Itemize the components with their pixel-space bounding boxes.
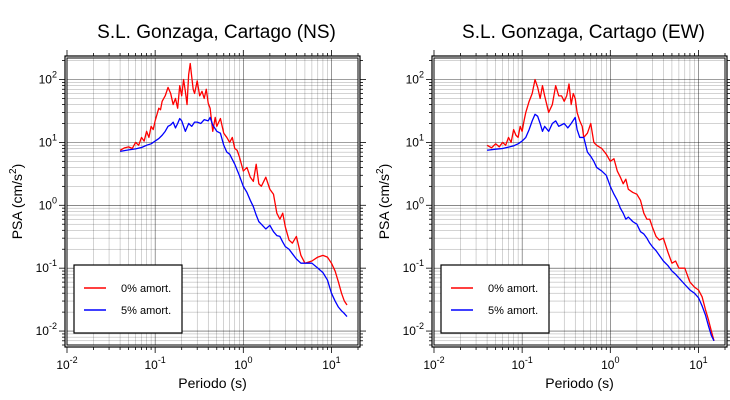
plot-frame <box>66 57 359 346</box>
chart-title: S.L. Gonzaga, Cartago (EW) <box>462 22 705 43</box>
y-tick-exp: 1 <box>52 132 57 142</box>
y-axis-label-tail: ) <box>376 164 392 169</box>
x-tick-label: 10-2 <box>423 355 444 372</box>
x-tick-exp: -1 <box>525 355 533 365</box>
y-axis-label: PSA (cm/s2) <box>375 164 392 240</box>
y-axis-label-main: PSA (cm/s <box>376 174 392 239</box>
y-tick-label: 102 <box>406 70 424 87</box>
y-tick-base: 10 <box>39 73 53 87</box>
legend-label-0: 0% amort. <box>488 283 538 295</box>
y-tick-base: 10 <box>403 261 417 275</box>
x-tick-exp: 0 <box>614 355 619 365</box>
y-tick-base: 10 <box>39 198 53 212</box>
x-tick-exp: -2 <box>70 355 78 365</box>
legend: 0% amort. 5% amort. <box>73 264 183 334</box>
x-tick-exp: -2 <box>437 355 445 365</box>
x-tick-exp: 1 <box>703 355 708 365</box>
x-tick-base: 10 <box>423 358 437 372</box>
series-line-1 <box>486 113 715 342</box>
y-tick-exp: 0 <box>419 195 424 205</box>
x-tick-label: 10-1 <box>144 355 165 372</box>
y-tick-base: 10 <box>36 324 50 338</box>
y-tick-base: 10 <box>36 261 50 275</box>
x-tick-label: 101 <box>322 355 340 372</box>
grid <box>66 58 359 346</box>
y-tick-exp: 2 <box>52 70 57 80</box>
y-tick-exp: -1 <box>416 258 424 268</box>
x-tick-label: 10-2 <box>56 355 77 372</box>
y-axis-label-sup: 2 <box>8 168 19 174</box>
y-axis-label-sup: 2 <box>375 168 386 174</box>
y-tick-base: 10 <box>406 73 420 87</box>
x-tick-base: 10 <box>56 358 70 372</box>
plot-frame <box>433 57 726 346</box>
y-tick-label: 101 <box>39 132 57 149</box>
x-tick-label: 101 <box>689 355 707 372</box>
x-tick-exp: 1 <box>336 355 341 365</box>
y-axis-label-main: PSA (cm/s <box>9 174 25 239</box>
legend-box <box>440 264 550 334</box>
x-tick-base: 10 <box>601 358 615 372</box>
y-tick-exp: -2 <box>49 321 57 331</box>
series-line-1 <box>119 116 348 317</box>
chart-title: S.L. Gonzaga, Cartago (NS) <box>97 22 336 43</box>
y-tick-label: 102 <box>39 70 57 87</box>
x-axis-label: Periodo (s) <box>178 375 246 391</box>
x-axis-label: Periodo (s) <box>545 375 613 391</box>
y-tick-label: 100 <box>39 195 57 212</box>
legend-label-1: 5% amort. <box>121 305 171 317</box>
y-tick-label: 10-1 <box>403 258 424 275</box>
legend-label-0: 0% amort. <box>121 283 171 295</box>
x-tick-exp: -1 <box>158 355 166 365</box>
y-tick-base: 10 <box>39 135 53 149</box>
x-tick-base: 10 <box>511 358 525 372</box>
y-tick-exp: 0 <box>52 195 57 205</box>
x-tick-exp: 0 <box>247 355 252 365</box>
y-tick-base: 10 <box>406 198 420 212</box>
x-tick-label: 10-1 <box>511 355 532 372</box>
y-tick-label: 10-2 <box>36 321 57 338</box>
y-tick-label: 10-1 <box>36 258 57 275</box>
y-tick-exp: -2 <box>416 321 424 331</box>
y-tick-label: 10-2 <box>403 321 424 338</box>
y-tick-exp: -1 <box>49 258 57 268</box>
legend-label-1: 5% amort. <box>488 305 538 317</box>
plot-frame-outer <box>431 55 728 348</box>
x-tick-label: 100 <box>234 355 252 372</box>
y-tick-exp: 2 <box>419 70 424 80</box>
y-axis-label: PSA (cm/s2) <box>8 164 25 240</box>
legend-box <box>73 264 183 334</box>
x-tick-base: 10 <box>144 358 158 372</box>
x-tick-label: 100 <box>601 355 619 372</box>
y-tick-label: 100 <box>406 195 424 212</box>
y-tick-base: 10 <box>406 135 420 149</box>
y-tick-base: 10 <box>403 324 417 338</box>
y-tick-label: 101 <box>406 132 424 149</box>
x-tick-base: 10 <box>234 358 248 372</box>
plot-frame-outer <box>64 55 361 348</box>
y-axis-label-tail: ) <box>9 164 25 169</box>
legend: 0% amort. 5% amort. <box>440 264 550 334</box>
x-tick-base: 10 <box>689 358 703 372</box>
x-tick-base: 10 <box>322 358 336 372</box>
y-tick-exp: 1 <box>419 132 424 142</box>
